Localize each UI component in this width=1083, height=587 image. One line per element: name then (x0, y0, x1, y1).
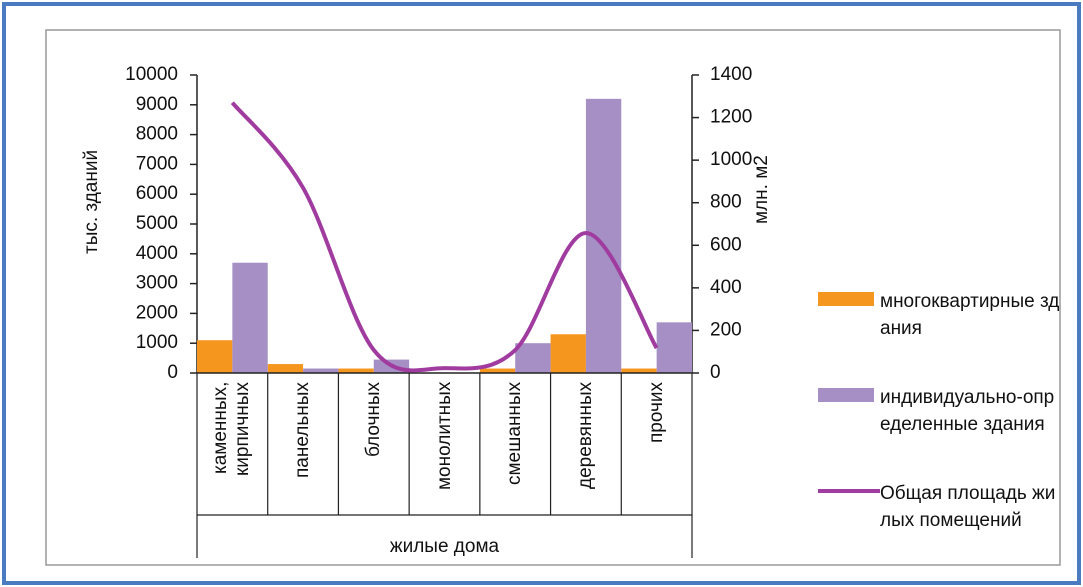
x-tick-label: панельных (292, 382, 314, 478)
x-tick-label: блочных (362, 382, 384, 458)
bar (338, 368, 374, 373)
y-tick-label: 7000 (136, 153, 178, 174)
legend-label: многоквартирные здания (880, 291, 1060, 339)
x-group-label: жилые дома (389, 536, 500, 557)
legend-swatch (818, 292, 874, 306)
y-axis-label: тыс. зданий (81, 150, 102, 255)
y2-tick-label: 200 (710, 319, 742, 340)
bar (479, 368, 516, 373)
y-tick-label: 2000 (136, 302, 178, 323)
chart-area (45, 29, 1061, 566)
y-tick-label: 3000 (136, 273, 178, 294)
y-tick-label: 6000 (136, 183, 178, 204)
y-tick-label: 8000 (136, 124, 178, 145)
y-tick-label: 9000 (136, 94, 178, 115)
x-tick-label: деревянных (574, 382, 596, 490)
bar (621, 368, 657, 373)
x-tick-label: прочих (645, 382, 667, 444)
line (230, 101, 659, 373)
y2-tick-label: 1000 (710, 149, 752, 170)
bar (656, 322, 692, 373)
legend-label: индивидуально-определенные здания (880, 387, 1055, 435)
bar (515, 343, 551, 373)
bar (232, 262, 268, 373)
y-tick-label: 5000 (136, 213, 178, 234)
y2-tick-label: 1200 (710, 107, 752, 128)
bar (267, 364, 304, 373)
bar (550, 334, 586, 373)
y2-tick-label: 0 (710, 362, 721, 383)
y2-axis-label: млн. м2 (751, 155, 772, 224)
y2-tick-label: 800 (710, 192, 742, 213)
y-tick-label: 0 (167, 362, 178, 383)
y2-tick-label: 400 (710, 277, 742, 298)
y2-tick-label: 1400 (710, 64, 752, 85)
y-tick-label: 10000 (125, 64, 178, 85)
x-tick-label: каменных, кирпичных (210, 382, 254, 476)
x-tick-label: смешанных (504, 382, 526, 486)
y2-tick-label: 600 (710, 234, 742, 255)
y-tick-label: 4000 (136, 243, 178, 264)
bar (303, 368, 339, 373)
x-tick-label: монолитных (433, 382, 455, 491)
legend-label: Общая площадь жилых помещений (880, 483, 1056, 531)
y-tick-label: 1000 (136, 332, 178, 353)
legend-swatch (818, 388, 874, 402)
bar (197, 340, 233, 373)
